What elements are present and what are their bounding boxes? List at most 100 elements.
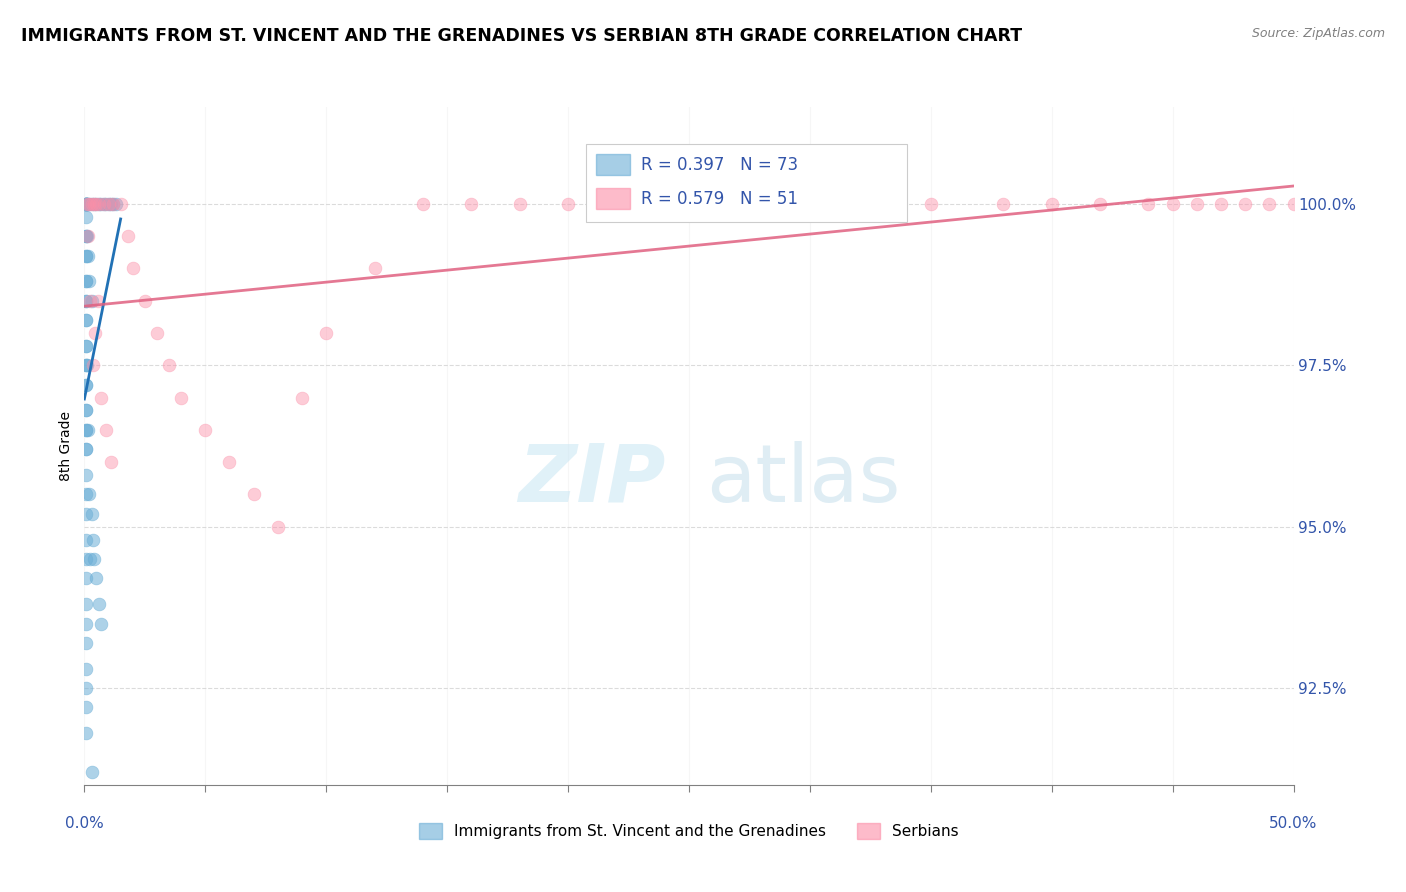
Point bbox=[82, 533, 104, 547]
Point bbox=[94, 423, 117, 437]
Point bbox=[157, 359, 180, 373]
Point bbox=[90, 391, 112, 405]
Point bbox=[75, 229, 97, 244]
Point bbox=[93, 197, 115, 211]
Point bbox=[75, 359, 97, 373]
Point bbox=[80, 765, 103, 780]
Point bbox=[103, 197, 125, 211]
Point bbox=[75, 377, 97, 392]
Point bbox=[77, 229, 100, 244]
Text: IMMIGRANTS FROM ST. VINCENT AND THE GRENADINES VS SERBIAN 8TH GRADE CORRELATION : IMMIGRANTS FROM ST. VINCENT AND THE GREN… bbox=[21, 27, 1022, 45]
Text: atlas: atlas bbox=[707, 441, 901, 519]
Point bbox=[751, 197, 773, 211]
Point bbox=[75, 662, 97, 676]
Point bbox=[460, 197, 482, 211]
Point bbox=[75, 197, 97, 211]
Point bbox=[75, 313, 97, 327]
Point bbox=[83, 197, 105, 211]
Point bbox=[1088, 197, 1111, 211]
Point bbox=[75, 197, 97, 211]
Point bbox=[75, 507, 97, 521]
Text: ZIP: ZIP bbox=[519, 441, 666, 519]
Point bbox=[100, 455, 122, 469]
Point bbox=[75, 700, 97, 714]
Point bbox=[75, 359, 97, 373]
Point bbox=[1040, 197, 1063, 211]
Point bbox=[80, 507, 103, 521]
Point bbox=[146, 326, 169, 340]
Point bbox=[242, 487, 264, 501]
Point bbox=[94, 197, 117, 211]
Point bbox=[993, 197, 1015, 211]
Point bbox=[75, 313, 97, 327]
Point bbox=[75, 274, 97, 288]
Point bbox=[77, 197, 100, 211]
Point bbox=[87, 197, 110, 211]
Point bbox=[75, 197, 97, 211]
Point bbox=[678, 197, 700, 211]
Point bbox=[87, 597, 110, 611]
Point bbox=[86, 293, 108, 308]
Point bbox=[412, 197, 434, 211]
Point bbox=[97, 197, 120, 211]
Point bbox=[80, 197, 103, 211]
Bar bbox=[596, 188, 630, 209]
Point bbox=[75, 248, 97, 262]
Point bbox=[170, 391, 193, 405]
Point bbox=[75, 468, 97, 483]
Point bbox=[134, 293, 156, 308]
Point bbox=[75, 339, 97, 353]
Text: R = 0.579   N = 51: R = 0.579 N = 51 bbox=[641, 190, 797, 208]
Point bbox=[1234, 197, 1257, 211]
Point bbox=[75, 681, 97, 695]
Point bbox=[100, 197, 122, 211]
Point bbox=[75, 377, 97, 392]
Point bbox=[75, 197, 97, 211]
Point bbox=[90, 616, 112, 631]
Point bbox=[75, 229, 97, 244]
Point bbox=[75, 442, 97, 457]
Point bbox=[75, 197, 97, 211]
Point bbox=[75, 197, 97, 211]
Point bbox=[194, 423, 217, 437]
Point bbox=[1209, 197, 1232, 211]
Point bbox=[75, 571, 97, 585]
Point bbox=[76, 359, 98, 373]
Point bbox=[83, 197, 105, 211]
FancyBboxPatch shape bbox=[586, 145, 907, 222]
Point bbox=[557, 197, 579, 211]
Point bbox=[75, 274, 97, 288]
Point bbox=[75, 636, 97, 650]
Point bbox=[75, 293, 97, 308]
Point bbox=[1185, 197, 1208, 211]
Point bbox=[77, 197, 100, 211]
Point bbox=[509, 197, 531, 211]
Point bbox=[76, 229, 98, 244]
Point bbox=[79, 552, 101, 566]
Point bbox=[75, 197, 97, 211]
Point bbox=[103, 197, 125, 211]
Point bbox=[75, 552, 97, 566]
Point bbox=[75, 726, 97, 740]
Point bbox=[1258, 197, 1281, 211]
Point bbox=[1137, 197, 1160, 211]
Point bbox=[605, 197, 627, 211]
Point bbox=[84, 326, 107, 340]
Bar bbox=[596, 154, 630, 175]
Point bbox=[93, 197, 115, 211]
Point bbox=[267, 519, 290, 533]
Point bbox=[75, 487, 97, 501]
Point bbox=[846, 197, 869, 211]
Point bbox=[75, 597, 97, 611]
Point bbox=[75, 197, 97, 211]
Point bbox=[363, 261, 385, 276]
Point bbox=[82, 359, 104, 373]
Point bbox=[75, 403, 97, 417]
Point bbox=[75, 210, 97, 224]
Point bbox=[76, 197, 98, 211]
Point bbox=[80, 197, 103, 211]
Point bbox=[291, 391, 314, 405]
Point bbox=[75, 423, 97, 437]
Y-axis label: 8th Grade: 8th Grade bbox=[59, 411, 73, 481]
Text: 0.0%: 0.0% bbox=[65, 815, 104, 830]
